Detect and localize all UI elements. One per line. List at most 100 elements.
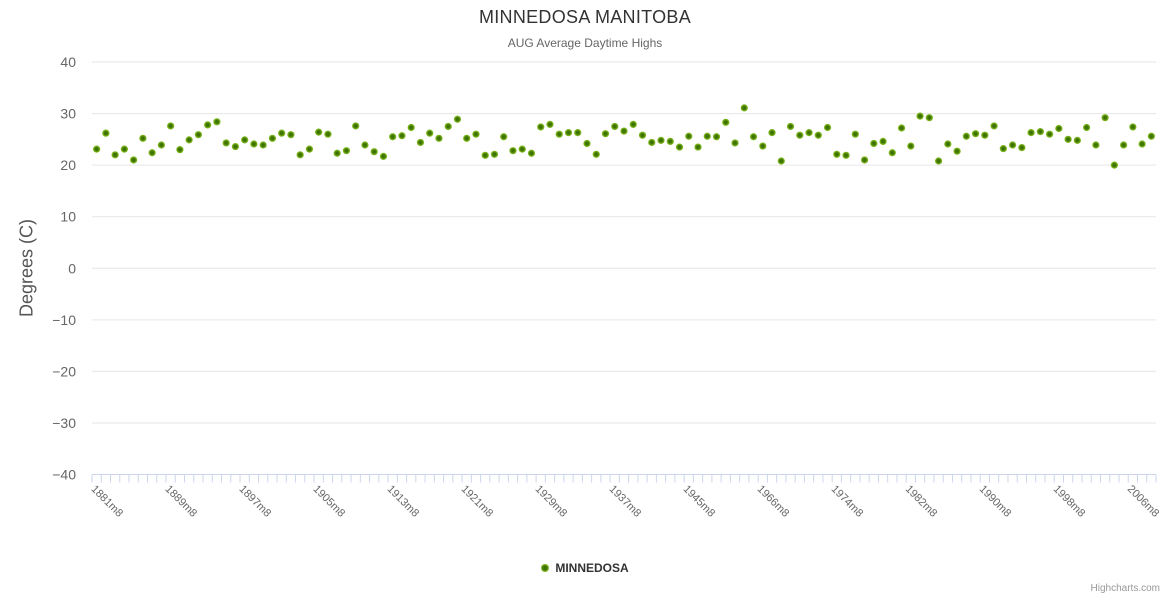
data-point[interactable] [990, 122, 998, 130]
data-point[interactable] [953, 147, 961, 155]
data-point[interactable] [999, 145, 1007, 153]
data-point[interactable] [657, 136, 665, 144]
data-point[interactable] [176, 146, 184, 154]
data-point[interactable] [268, 134, 277, 142]
data-point[interactable] [916, 112, 924, 120]
data-point[interactable] [213, 118, 221, 126]
data-point[interactable] [139, 134, 147, 142]
data-point[interactable] [537, 123, 545, 131]
data-point[interactable] [574, 129, 582, 137]
data-point[interactable] [860, 156, 869, 164]
data-point[interactable] [629, 120, 637, 128]
data-point[interactable] [315, 128, 323, 136]
data-point[interactable] [851, 130, 859, 138]
data-point[interactable] [888, 149, 896, 157]
data-point[interactable] [398, 132, 406, 140]
data-point[interactable] [814, 131, 822, 139]
data-point[interactable] [731, 139, 739, 147]
data-point[interactable] [694, 143, 702, 151]
data-point[interactable] [444, 122, 452, 131]
data-point[interactable] [925, 114, 933, 122]
data-point[interactable] [1073, 136, 1081, 144]
data-point[interactable] [379, 152, 388, 160]
data-point[interactable] [352, 122, 360, 130]
data-point[interactable] [897, 124, 906, 132]
data-point[interactable] [509, 147, 517, 155]
data-point[interactable] [250, 140, 258, 148]
data-point[interactable] [1092, 141, 1100, 149]
data-point[interactable] [768, 129, 776, 137]
data-point[interactable] [435, 134, 443, 142]
data-point[interactable] [148, 149, 156, 157]
data-point[interactable] [786, 122, 795, 131]
data-point[interactable] [796, 131, 804, 139]
data-point[interactable] [1147, 132, 1155, 140]
data-point[interactable] [1083, 123, 1091, 132]
data-point[interactable] [120, 145, 128, 153]
data-point[interactable] [287, 131, 295, 139]
data-point[interactable] [833, 150, 841, 158]
data-point[interactable] [805, 129, 813, 137]
data-point[interactable] [620, 127, 628, 135]
data-point[interactable] [370, 148, 378, 156]
data-point[interactable] [740, 104, 748, 112]
data-point[interactable] [777, 157, 785, 165]
data-point[interactable] [1046, 130, 1054, 138]
data-point[interactable] [407, 123, 415, 132]
data-point[interactable] [231, 142, 240, 151]
data-point[interactable] [601, 130, 610, 138]
data-point[interactable] [278, 129, 286, 137]
data-point[interactable] [1110, 161, 1118, 169]
data-point[interactable] [722, 118, 730, 126]
data-point[interactable] [426, 129, 434, 137]
data-point[interactable] [564, 129, 573, 137]
data-point[interactable] [1036, 128, 1044, 136]
highcharts-credit-link[interactable]: Highcharts.com [1090, 583, 1160, 594]
data-point[interactable] [879, 137, 887, 146]
data-point[interactable] [518, 145, 526, 153]
data-point[interactable] [333, 149, 341, 157]
data-point[interactable] [934, 157, 943, 165]
data-point[interactable] [185, 136, 193, 144]
data-point[interactable] [167, 122, 175, 130]
data-point[interactable] [842, 151, 850, 159]
data-point[interactable] [130, 156, 138, 164]
data-point[interactable] [638, 131, 647, 139]
data-point[interactable] [194, 131, 202, 139]
data-point[interactable] [944, 140, 952, 148]
data-point[interactable] [907, 142, 915, 150]
data-point[interactable] [712, 133, 721, 141]
data-point[interactable] [1027, 129, 1035, 137]
data-point[interactable] [1129, 123, 1137, 131]
data-point[interactable] [93, 145, 101, 153]
data-point[interactable] [759, 142, 767, 150]
data-point[interactable] [500, 133, 508, 141]
data-point[interactable] [1138, 140, 1146, 148]
data-point[interactable] [648, 138, 656, 147]
data-point[interactable] [361, 141, 369, 149]
data-point[interactable] [611, 122, 619, 131]
data-point[interactable] [703, 132, 711, 140]
data-point[interactable] [463, 134, 471, 142]
data-point[interactable] [453, 115, 462, 123]
data-point[interactable] [1120, 141, 1128, 149]
data-point[interactable] [342, 147, 351, 155]
data-point[interactable] [1018, 143, 1026, 152]
data-point[interactable] [157, 141, 165, 149]
data-point[interactable] [592, 150, 600, 158]
data-point[interactable] [481, 151, 489, 159]
data-point[interactable] [111, 151, 119, 159]
legend-item-minnedosa[interactable]: MINNEDOSA [541, 561, 629, 575]
data-point[interactable] [971, 130, 980, 138]
data-point[interactable] [527, 149, 536, 157]
data-point[interactable] [823, 123, 832, 132]
data-point[interactable] [1101, 114, 1109, 122]
data-point[interactable] [259, 141, 267, 149]
data-point[interactable] [389, 133, 397, 141]
data-point[interactable] [324, 130, 332, 138]
data-point[interactable] [1064, 135, 1072, 143]
data-point[interactable] [241, 136, 249, 144]
data-point[interactable] [981, 131, 989, 139]
data-point[interactable] [685, 132, 693, 140]
data-point[interactable] [870, 139, 878, 148]
